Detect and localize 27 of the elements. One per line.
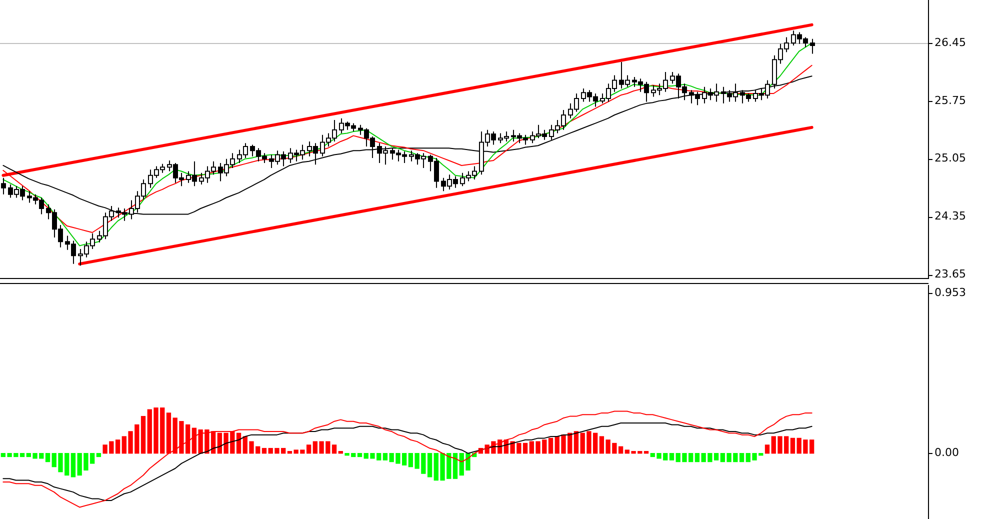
bar	[332, 444, 337, 454]
bar	[452, 453, 458, 479]
bar	[236, 432, 242, 454]
bar	[548, 438, 554, 454]
bar	[45, 453, 50, 462]
y-tick-label: 26.45	[934, 36, 966, 49]
bar	[574, 431, 579, 454]
bar	[70, 453, 76, 478]
bar	[764, 444, 770, 454]
bar	[96, 453, 102, 458]
bar	[357, 453, 362, 458]
bar	[669, 453, 674, 460]
bar	[739, 453, 744, 462]
bar	[140, 416, 146, 454]
y-tick-label: 23.65	[934, 268, 966, 281]
bar	[790, 438, 796, 454]
bar	[382, 453, 388, 460]
bar	[262, 448, 267, 454]
bar	[338, 451, 343, 454]
bar	[644, 451, 649, 454]
y-tick-label: 24.35	[934, 210, 966, 223]
y-tick-label: 0.953	[934, 286, 966, 299]
y-tick-label: 25.75	[934, 94, 966, 107]
bar	[427, 453, 432, 478]
bar	[20, 453, 25, 458]
y-tick-label: 25.05	[934, 152, 966, 165]
y-tick-label: 0.00	[934, 446, 959, 460]
